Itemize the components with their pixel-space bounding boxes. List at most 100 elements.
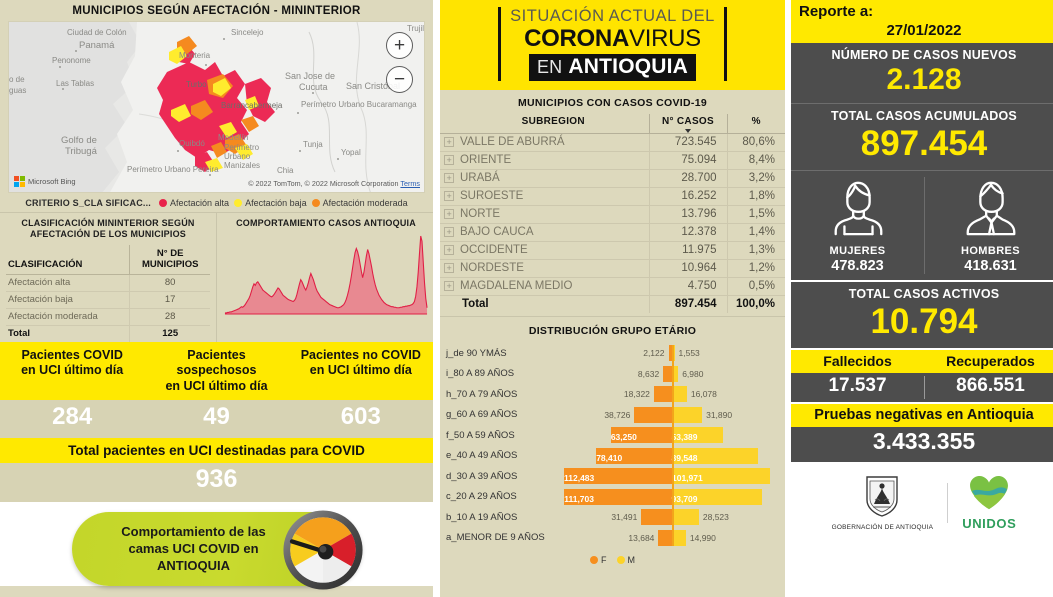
pyramid-bar-female[interactable] (634, 406, 672, 423)
age-pyramid-chart[interactable]: j_de 90 YMÁS 2,122 1,553 i_80 A 89 AÑOS 8,63… (440, 343, 785, 548)
map-label: Penonome (52, 56, 91, 65)
expand-icon[interactable]: + (444, 245, 454, 256)
map-zoom-in-icon[interactable]: + (386, 32, 413, 59)
pyramid-bar-female[interactable] (663, 365, 672, 382)
pyramid-bar-male[interactable] (671, 509, 699, 526)
uci-beds-banner[interactable]: Comportamiento de las camas UCI COVID en… (71, 510, 363, 590)
pyramid-bar-male[interactable]: 101,971 (672, 468, 770, 485)
report-date: 27/01/2022 (886, 22, 962, 39)
expand-icon[interactable]: + (444, 173, 454, 184)
pyramid-bars: 63,250 53,389 (564, 427, 779, 444)
pyramid-male-value: 101,971 (672, 473, 703, 484)
expand-icon[interactable]: + (444, 281, 454, 292)
pyramid-male-value: 6,980 (682, 368, 704, 379)
legend-item-baja[interactable]: Afectación baja (234, 198, 307, 208)
table-row[interactable]: + VALLE DE ABURRÁ 723.545 80,6% (440, 133, 785, 152)
pyramid-bar-female-wrap: 2,122 (564, 345, 672, 362)
legend-item-moderada[interactable]: Afectación moderada (311, 198, 408, 208)
map-label: Panamá (79, 40, 115, 51)
map-city-dot (62, 88, 64, 90)
map-label: Las Tablas (56, 79, 95, 88)
table-row[interactable]: Afectación alta 80 (6, 274, 210, 292)
col-clasificacion[interactable]: CLASIFICACIÓN (6, 244, 130, 275)
pyramid-row[interactable]: j_de 90 YMÁS 2,122 1,553 (446, 343, 779, 364)
legend-male[interactable]: M (616, 555, 635, 565)
legend-item-alta[interactable]: Afectación alta (159, 198, 229, 208)
unidos-caption: UNIDOS (962, 515, 1017, 531)
expand-icon[interactable]: + (444, 227, 454, 238)
pyramid-bar-female-wrap: 78,410 (564, 447, 672, 464)
subregion-name-cell: + MAGDALENA MEDIO (440, 277, 649, 296)
expand-icon[interactable]: + (444, 263, 454, 274)
table-row[interactable]: + NORTE 13.796 1,5% (440, 205, 785, 224)
table-row[interactable]: + BAJO CAUCA 12.378 1,4% (440, 223, 785, 242)
map-attribution: © 2022 TomTom, © 2022 Microsoft Corporat… (248, 179, 420, 188)
pyramid-female-value: 78,410 (596, 452, 623, 463)
pyramid-row[interactable]: h_70 A 79 AÑOS 18,322 16,078 (446, 384, 779, 405)
subregion-name-cell: + OCCIDENTE (440, 241, 649, 260)
map-zoom-out-icon[interactable]: − (386, 66, 413, 93)
pyramid-bar-female[interactable] (668, 345, 672, 362)
men-card: HOMBRES 418.631 (924, 171, 1053, 280)
table-header-row: CLASIFICACIÓN N° DE MUNICIPIOS (6, 244, 210, 275)
col-n-casos[interactable]: N° CASOS (648, 113, 727, 134)
new-cases-card: NÚMERO DE CASOS NUEVOS 2.128 (791, 43, 1053, 104)
pyramid-bar-male[interactable]: 53,389 (671, 427, 723, 444)
pyramid-bar-female[interactable]: 112,483 (564, 468, 672, 485)
table-row[interactable]: + ORIENTE 75.094 8,4% (440, 151, 785, 170)
comportamiento-area-chart[interactable] (223, 230, 429, 316)
expand-icon[interactable]: + (444, 191, 454, 202)
pyramid-bar-male[interactable]: 93,709 (671, 488, 762, 505)
pyramid-bar-male[interactable] (671, 529, 686, 546)
pyramid-row[interactable]: f_50 A 59 AÑOS 63,250 53,389 (446, 425, 779, 446)
clasif-value: 17 (129, 291, 210, 309)
clasif-total-value: 125 (129, 325, 210, 342)
table-row[interactable]: Afectación baja 17 (6, 291, 210, 309)
pyramid-bar-male[interactable]: 89,548 (671, 447, 758, 464)
pyramid-row[interactable]: e_40 A 49 AÑOS 78,410 89,548 (446, 445, 779, 466)
table-row[interactable]: Afectación moderada 28 (6, 308, 210, 326)
pyramid-bar-female[interactable]: 63,250 (610, 427, 672, 444)
pyramid-bar-female[interactable]: 78,410 (596, 447, 672, 464)
pyramid-row[interactable]: a_MENOR DE 9 AÑOS 13,684 14,990 (446, 527, 779, 548)
pyramid-row[interactable]: i_80 A 89 AÑOS 8,632 6,980 (446, 363, 779, 384)
map-label: Perímetro Urbano Bucaramanga (301, 100, 417, 109)
expand-icon[interactable]: + (444, 137, 454, 148)
women-value: 478.823 (831, 258, 884, 274)
table-row[interactable]: + MAGDALENA MEDIO 4.750 0,5% (440, 277, 785, 296)
map-label: Cucuta (299, 82, 328, 92)
legend-female[interactable]: F (590, 555, 607, 565)
banner-rule-left (498, 7, 502, 81)
table-row[interactable]: + SUROESTE 16.252 1,8% (440, 187, 785, 206)
area-chart-svg (224, 235, 428, 315)
expand-icon[interactable]: + (444, 209, 454, 220)
pyramid-male-value: 31,890 (706, 409, 733, 420)
pyramid-bar-female[interactable]: 111,703 (564, 488, 672, 505)
pyramid-row[interactable]: g_60 A 69 AÑOS 38,726 31,890 (446, 404, 779, 425)
pyramid-bar-male[interactable] (671, 386, 687, 403)
map-terms-link[interactable]: Terms (400, 179, 420, 188)
pyramid-bar-female[interactable] (653, 386, 672, 403)
subregion-cases: 16.252 (648, 187, 727, 206)
map-city-dot (205, 64, 207, 66)
col-num-municipios[interactable]: N° DE MUNICIPIOS (129, 244, 210, 275)
pyramid-row[interactable]: d_30 A 39 AÑOS 112,483 101,971 (446, 466, 779, 487)
banner-corona-bold: CORONA (524, 25, 629, 52)
pyramid-bar-female[interactable] (658, 529, 672, 546)
map-legend: CRITERIO S_CLA SIFICAC... Afectación alt… (0, 193, 433, 212)
col-porcentaje[interactable]: % (726, 113, 785, 134)
legend-swatch-moderada-icon (311, 199, 320, 207)
pyramid-bar-female[interactable] (641, 509, 672, 526)
municipality-map[interactable]: Ciudad de Colón Panamá Penonome Las Tabl… (8, 21, 425, 193)
pyramid-bar-male[interactable] (671, 365, 679, 382)
pyramid-row[interactable]: c_20 A 29 AÑOS 111,703 93,709 (446, 486, 779, 507)
table-row[interactable]: + URABÁ 28.700 3,2% (440, 169, 785, 188)
left-mid-split: CLASIFICACIÓN MININTERIOR SEGÚN AFECTACI… (0, 212, 433, 342)
col-subregion[interactable]: SUBREGION (440, 113, 649, 134)
pyramid-row[interactable]: b_10 A 19 AÑOS 31,491 28,523 (446, 507, 779, 528)
expand-icon[interactable]: + (444, 155, 454, 166)
pyramid-bar-male[interactable] (671, 406, 703, 423)
map-label: Sincelejo (231, 28, 264, 37)
table-row[interactable]: + NORDESTE 10.964 1,2% (440, 259, 785, 278)
table-row[interactable]: + OCCIDENTE 11.975 1,3% (440, 241, 785, 260)
